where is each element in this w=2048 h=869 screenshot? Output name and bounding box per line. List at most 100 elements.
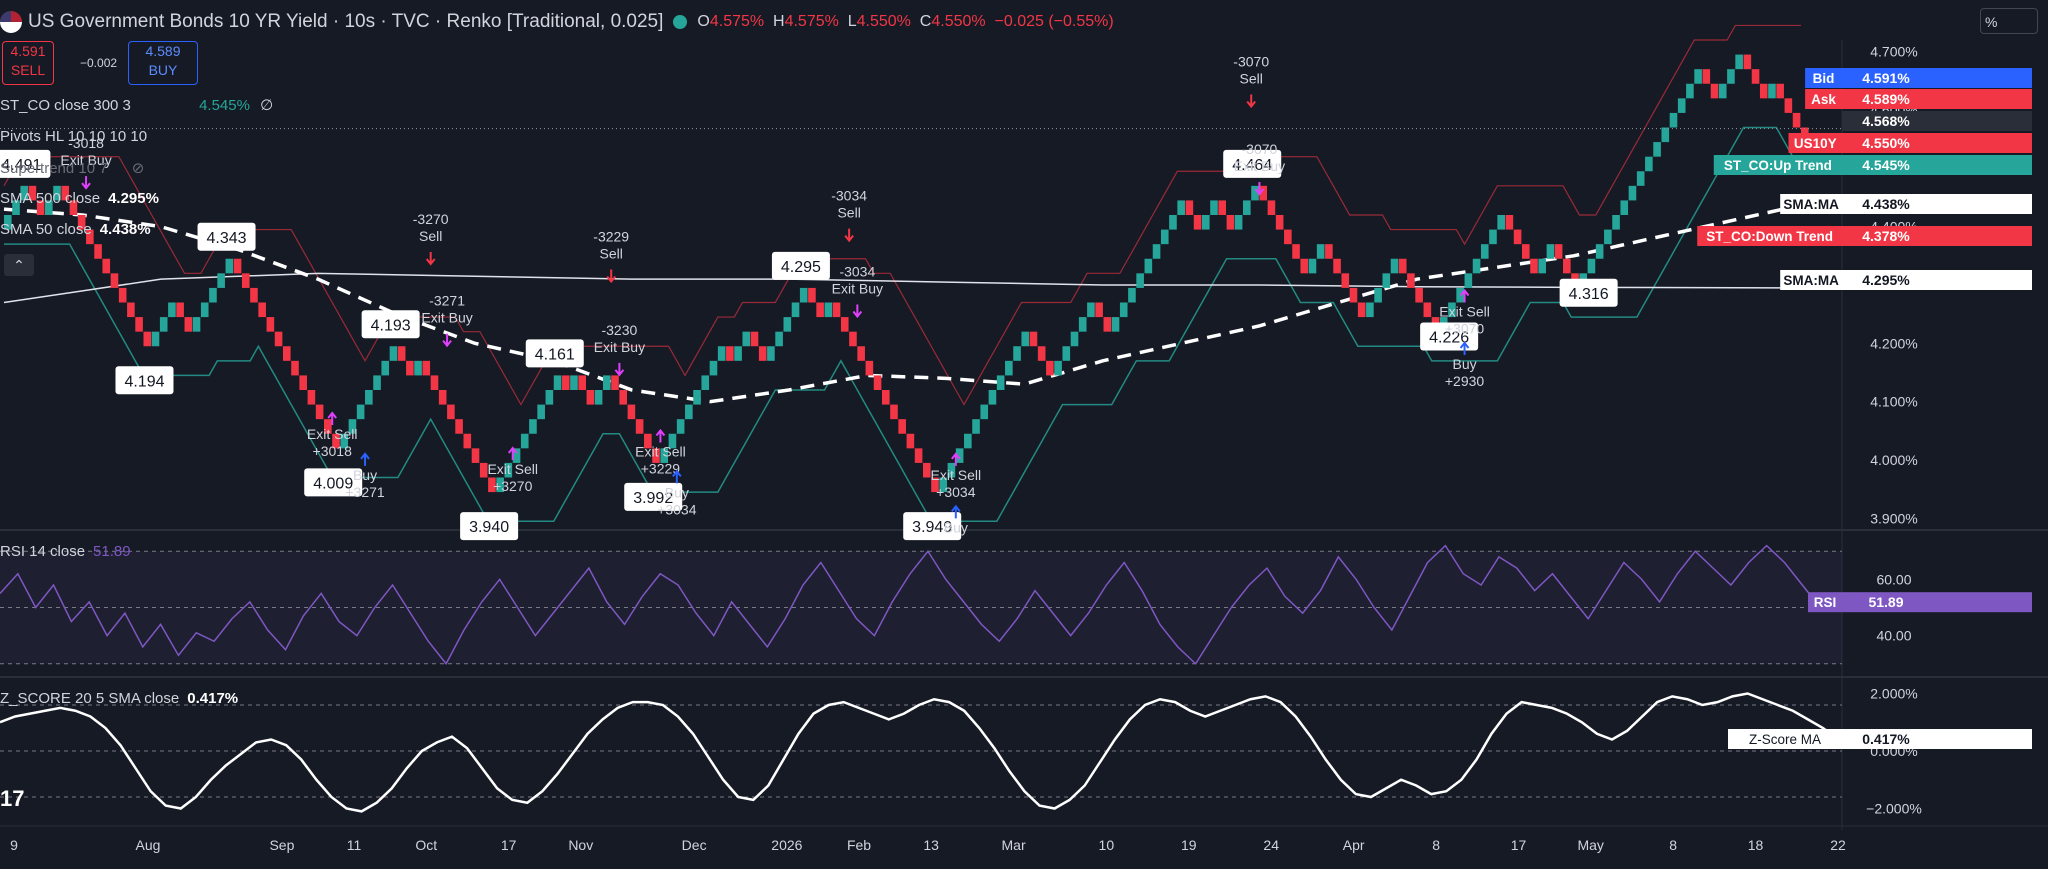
pivot-label: 4.316 [1569,286,1609,303]
renko-brick [4,215,12,230]
renko-brick [324,419,332,434]
renko-brick [1464,273,1473,288]
signal-label: Sell [1240,71,1263,87]
time-tick-label: 22 [1830,837,1846,853]
renko-brick [1546,244,1555,259]
renko-brick [332,433,340,449]
renko-brick [906,433,915,449]
renko-brick [840,317,849,332]
price-value-bg [1842,270,2032,290]
scale-unit-button[interactable]: % [1980,8,2038,34]
renko-brick [36,200,45,215]
price-change: −0.025 (−0.55%) [994,13,1114,30]
signal-arrow-up-icon [951,452,961,466]
price-value-bg [1842,89,2032,109]
zscore-tick-label: −2.000% [1866,801,1922,817]
renko-brick [168,302,176,318]
renko-brick [1169,215,1177,230]
renko-brick [668,433,677,449]
pivot-label-box [197,222,256,251]
signal-arrow-down-icon [852,304,863,319]
renko-brick [1489,229,1497,245]
renko-brick [463,433,472,449]
renko-brick [955,448,964,463]
price-tag-bg [1788,133,1842,153]
spread-value: −0.002 [80,56,118,70]
renko-brick [1530,258,1538,274]
renko-brick [381,360,390,376]
signal-label: -3070 [1242,141,1278,157]
renko-brick [86,229,94,245]
indicator-pivots[interactable]: Pivots HL 10 10 10 10 [0,128,148,145]
renko-brick [192,317,201,332]
renko-brick [1669,112,1678,128]
signal-label: Exit Sell [1439,304,1490,320]
renko-brick [816,302,824,318]
tradingview-logo: 17 [0,786,25,811]
renko-brick [1349,287,1358,303]
renko-brick [742,331,751,347]
signal-arrow-down-icon [1246,94,1256,109]
time-tick-label: Feb [847,837,871,853]
price-tag-bg [1805,68,1842,88]
time-tick-label: 17 [501,837,517,853]
renko-brick [1792,112,1801,128]
renko-brick [365,390,373,405]
chart-title[interactable]: US Government Bonds 10 YR Yield · 10s · … [28,11,664,32]
time-tick-label: 17 [1511,837,1527,853]
time-tick-label: 8 [1669,837,1677,853]
indicator-supertrend[interactable]: Supertrend 10 7 ⊘ [0,160,145,177]
renko-brick [635,419,644,434]
time-tick-label: Mar [1002,837,1026,853]
price-tag: ST_CO:Up Trend [1724,158,1832,173]
indicator-zscore[interactable]: Z_SCORE 20 5 SMA close 0.417% [0,690,239,707]
signal-label: Buy [665,484,689,500]
renko-brick [1021,331,1030,347]
indicator-sma500[interactable]: SMA 500 close 4.295% [0,190,159,207]
renko-brick [217,273,225,288]
renko-brick [1333,258,1341,274]
pivot-label-box [624,482,683,511]
renko-brick [1374,287,1382,303]
time-tick-label: 8 [1432,837,1440,853]
price-tag-bg [1697,226,1842,246]
indicator-rsi[interactable]: RSI 14 close 51.89 [0,543,131,560]
signal-arrow-down-icon [606,269,616,284]
renko-brick [414,360,422,376]
rsi-line [0,544,1839,666]
signal-label: Buy [1452,356,1476,372]
indicator-st-co[interactable]: ST_CO close 300 3 4.545% ∅ [0,97,274,114]
signal-label: Sell [837,205,860,221]
rsi-tick-label: 40.00 [1876,628,1911,644]
renko-brick [1292,244,1300,259]
signal-label: +3229 [641,461,681,477]
us-flag-icon [0,11,22,33]
renko-brick [340,433,349,449]
price-tag: Bid [1813,71,1835,86]
renko-brick [947,462,956,478]
price-tag: SMA:MA [1783,197,1839,212]
renko-brick [931,477,939,493]
buy-button[interactable]: 4.589 BUY [128,41,198,85]
time-tick-label: Dec [682,837,707,853]
signal-label: -3270 [413,211,449,227]
renko-brick [1710,83,1719,99]
indicator-sma50[interactable]: SMA 50 close 4.438% [0,221,151,238]
sell-button[interactable]: 4.591 SELL [2,41,54,85]
collapse-indicators-icon[interactable]: ⌃ [4,254,34,276]
eye-hidden-icon[interactable]: ⊘ [131,160,145,177]
price-value: 4.438% [1862,196,1910,212]
renko-brick [1415,287,1423,303]
price-tag-bg [1780,194,1842,214]
renko-brick [1743,54,1752,70]
renko-brick [611,375,619,390]
renko-brick [1234,215,1243,230]
renko-brick [1210,200,1218,215]
renko-brick [1727,69,1735,84]
time-tick-label: Sep [269,837,294,853]
renko-brick [561,375,570,390]
renko-brick [570,375,578,390]
renko-brick [964,433,972,449]
renko-brick [685,404,693,420]
